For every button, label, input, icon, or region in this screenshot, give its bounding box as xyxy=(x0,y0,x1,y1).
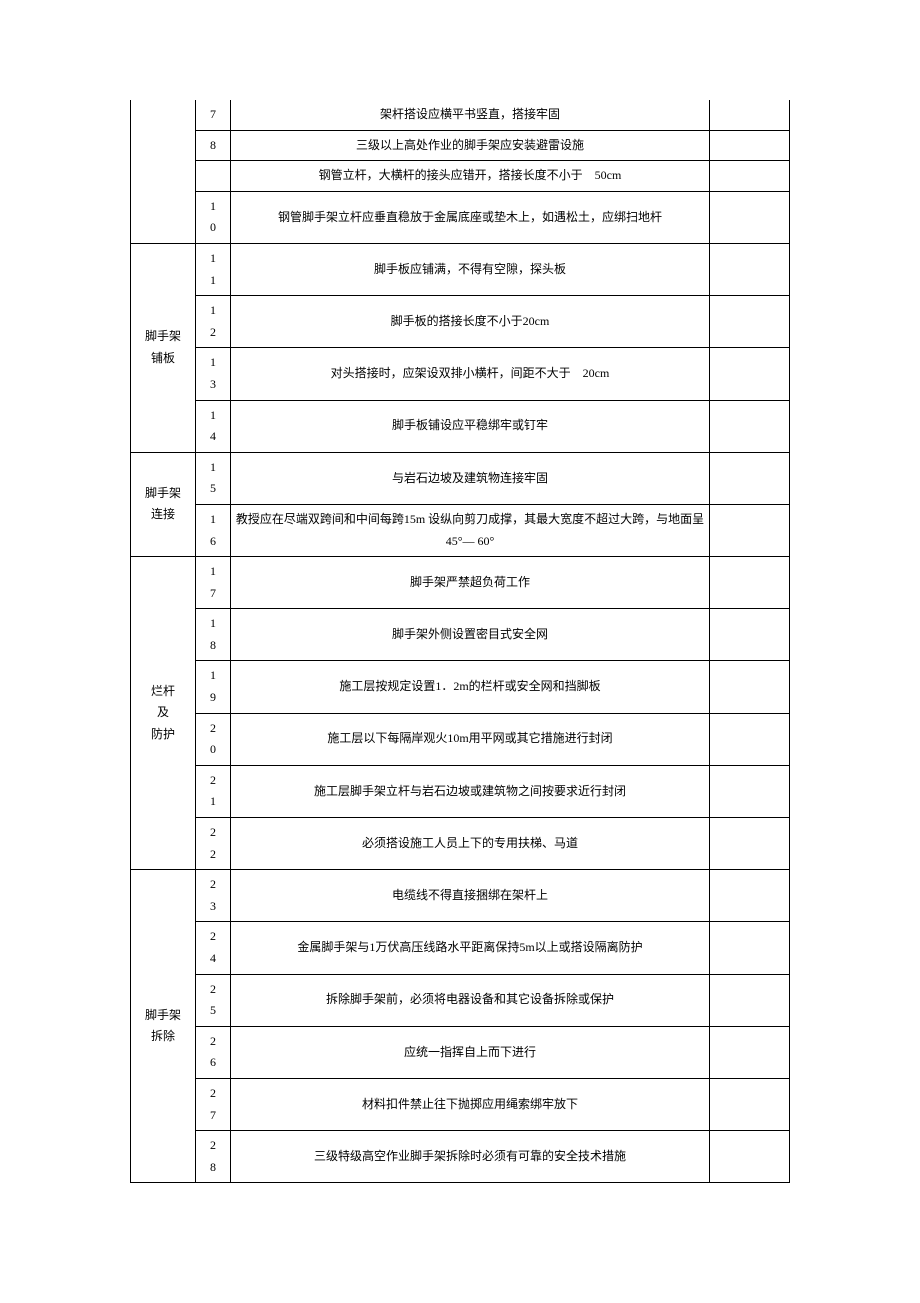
row-remark xyxy=(710,765,790,817)
row-number: 24 xyxy=(196,922,231,974)
row-text: 与岩石边坡及建筑物连接牢固 xyxy=(231,452,710,504)
table-row: 12脚手板的搭接长度不小于20cm xyxy=(131,296,790,348)
table-row: 24金属脚手架与1万伏高压线路水平距离保持5m以上或搭设隔离防护 xyxy=(131,922,790,974)
row-remark xyxy=(710,100,790,130)
row-number: 21 xyxy=(196,765,231,817)
row-number: 17 xyxy=(196,557,231,609)
row-number: 25 xyxy=(196,974,231,1026)
row-text: 施工层按规定设置1．2m的栏杆或安全网和挡脚板 xyxy=(231,661,710,713)
table-row: 28三级特级高空作业脚手架拆除时必须有可靠的安全技术措施 xyxy=(131,1131,790,1183)
table-row: 26应统一指挥自上而下进行 xyxy=(131,1026,790,1078)
row-number: 11 xyxy=(196,243,231,295)
row-remark xyxy=(710,609,790,661)
row-number: 23 xyxy=(196,870,231,922)
row-text: 钢管脚手架立杆应垂直稳放于金属底座或垫木上，如遇松土，应绑扫地杆 xyxy=(231,191,710,243)
row-text: 拆除脚手架前，必须将电器设备和其它设备拆除或保护 xyxy=(231,974,710,1026)
table-row: 13对头搭接时，应架设双排小横杆，间距不大于 20cm xyxy=(131,348,790,400)
row-number: 14 xyxy=(196,400,231,452)
row-text: 材料扣件禁止往下抛掷应用绳索绑牢放下 xyxy=(231,1078,710,1130)
row-number: 15 xyxy=(196,452,231,504)
row-text: 脚手板应铺满，不得有空隙，探头板 xyxy=(231,243,710,295)
row-number: 13 xyxy=(196,348,231,400)
table-row: 22必须搭设施工人员上下的专用扶梯、马道 xyxy=(131,818,790,870)
row-text: 教授应在尽端双跨间和中间每跨15m 设纵向剪刀成撑，其最大宽度不超过大跨，与地面… xyxy=(231,504,710,556)
row-remark xyxy=(710,191,790,243)
row-remark xyxy=(710,1078,790,1130)
row-number: 22 xyxy=(196,818,231,870)
row-text: 对头搭接时，应架设双排小横杆，间距不大于 20cm xyxy=(231,348,710,400)
row-text: 必须搭设施工人员上下的专用扶梯、马道 xyxy=(231,818,710,870)
table-row: 脚手架拆除23电缆线不得直接捆绑在架杆上 xyxy=(131,870,790,922)
row-remark xyxy=(710,1026,790,1078)
row-text: 施工层脚手架立杆与岩石边坡或建筑物之间按要求近行封闭 xyxy=(231,765,710,817)
row-text: 架杆搭设应横平书竖直，搭接牢固 xyxy=(231,100,710,130)
row-remark xyxy=(710,296,790,348)
row-remark xyxy=(710,130,790,161)
row-remark xyxy=(710,557,790,609)
row-text: 电缆线不得直接捆绑在架杆上 xyxy=(231,870,710,922)
group-label: 烂杆及防护 xyxy=(131,557,196,870)
row-text: 脚手架严禁超负荷工作 xyxy=(231,557,710,609)
row-remark xyxy=(710,922,790,974)
document-page: 7架杆搭设应横平书竖直，搭接牢固8三级以上高处作业的脚手架应安装避雷设施钢管立杆… xyxy=(0,0,920,1243)
table-row: 18脚手架外侧设置密目式安全网 xyxy=(131,609,790,661)
group-label: 脚手架连接 xyxy=(131,452,196,556)
row-number: 20 xyxy=(196,713,231,765)
group-label: 脚手架铺板 xyxy=(131,243,196,452)
group-label: 脚手架拆除 xyxy=(131,870,196,1183)
table-row: 钢管立杆，大横杆的接头应错开，搭接长度不小于 50cm xyxy=(131,161,790,192)
table-row: 烂杆及防护17脚手架严禁超负荷工作 xyxy=(131,557,790,609)
row-text: 金属脚手架与1万伏高压线路水平距离保持5m以上或搭设隔离防护 xyxy=(231,922,710,974)
row-remark xyxy=(710,870,790,922)
table-row: 20施工层以下每隔岸观火10m用平网或其它措施进行封闭 xyxy=(131,713,790,765)
row-number: 12 xyxy=(196,296,231,348)
row-number: 26 xyxy=(196,1026,231,1078)
row-text: 三级以上高处作业的脚手架应安装避雷设施 xyxy=(231,130,710,161)
row-remark xyxy=(710,504,790,556)
row-text: 施工层以下每隔岸观火10m用平网或其它措施进行封闭 xyxy=(231,713,710,765)
row-remark xyxy=(710,818,790,870)
row-number: 19 xyxy=(196,661,231,713)
row-text: 三级特级高空作业脚手架拆除时必须有可靠的安全技术措施 xyxy=(231,1131,710,1183)
row-remark xyxy=(710,400,790,452)
table-row: 25拆除脚手架前，必须将电器设备和其它设备拆除或保护 xyxy=(131,974,790,1026)
row-number: 8 xyxy=(196,130,231,161)
table-row: 脚手架连接15与岩石边坡及建筑物连接牢固 xyxy=(131,452,790,504)
table-row: 8三级以上高处作业的脚手架应安装避雷设施 xyxy=(131,130,790,161)
table-row: 27材料扣件禁止往下抛掷应用绳索绑牢放下 xyxy=(131,1078,790,1130)
row-remark xyxy=(710,348,790,400)
row-text: 脚手板铺设应平稳绑牢或钉牢 xyxy=(231,400,710,452)
group-label xyxy=(131,100,196,243)
row-number: 16 xyxy=(196,504,231,556)
row-text: 脚手架外侧设置密目式安全网 xyxy=(231,609,710,661)
row-number: 28 xyxy=(196,1131,231,1183)
row-text: 钢管立杆，大横杆的接头应错开，搭接长度不小于 50cm xyxy=(231,161,710,192)
row-remark xyxy=(710,452,790,504)
row-text: 应统一指挥自上而下进行 xyxy=(231,1026,710,1078)
row-number: 18 xyxy=(196,609,231,661)
row-remark xyxy=(710,1131,790,1183)
row-number: 10 xyxy=(196,191,231,243)
table-row: 21施工层脚手架立杆与岩石边坡或建筑物之间按要求近行封闭 xyxy=(131,765,790,817)
table-row: 19施工层按规定设置1．2m的栏杆或安全网和挡脚板 xyxy=(131,661,790,713)
row-number xyxy=(196,161,231,192)
table-row: 16教授应在尽端双跨间和中间每跨15m 设纵向剪刀成撑，其最大宽度不超过大跨，与… xyxy=(131,504,790,556)
row-text: 脚手板的搭接长度不小于20cm xyxy=(231,296,710,348)
row-number: 27 xyxy=(196,1078,231,1130)
row-number: 7 xyxy=(196,100,231,130)
table-row: 7架杆搭设应横平书竖直，搭接牢固 xyxy=(131,100,790,130)
table-row: 14脚手板铺设应平稳绑牢或钉牢 xyxy=(131,400,790,452)
spec-table: 7架杆搭设应横平书竖直，搭接牢固8三级以上高处作业的脚手架应安装避雷设施钢管立杆… xyxy=(130,100,790,1183)
row-remark xyxy=(710,661,790,713)
table-row: 10钢管脚手架立杆应垂直稳放于金属底座或垫木上，如遇松土，应绑扫地杆 xyxy=(131,191,790,243)
row-remark xyxy=(710,974,790,1026)
row-remark xyxy=(710,243,790,295)
row-remark xyxy=(710,713,790,765)
table-row: 脚手架铺板11脚手板应铺满，不得有空隙，探头板 xyxy=(131,243,790,295)
row-remark xyxy=(710,161,790,192)
